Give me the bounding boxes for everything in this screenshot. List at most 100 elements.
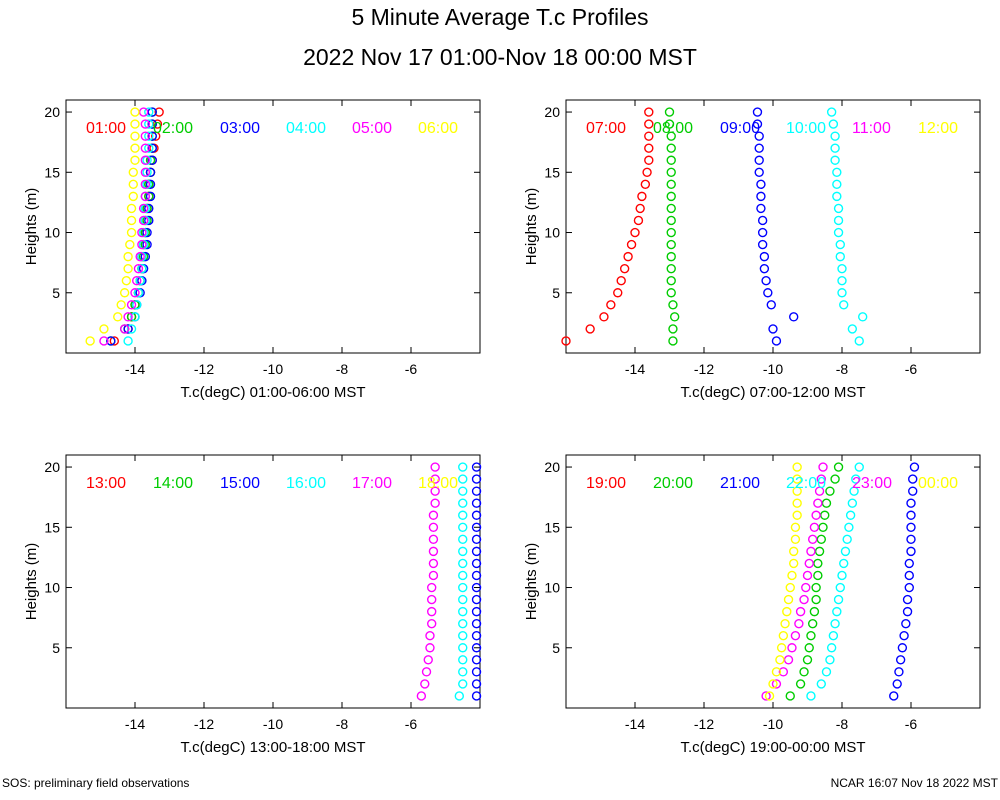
chart-subtitle: 2022 Nov 17 01:00-Nov 18 00:00 MST	[303, 44, 697, 70]
data-point-1000	[826, 107, 837, 117]
data-point-1000	[835, 251, 845, 262]
data-point-2200	[840, 546, 851, 557]
data-point-2100	[906, 546, 916, 557]
data-point-0600	[123, 251, 133, 262]
data-point-1600	[458, 510, 468, 520]
x-axis-label: T.c(degC) 01:00-06:00 MST	[180, 384, 365, 401]
data-point-0700	[633, 215, 644, 226]
data-point-1000	[832, 179, 842, 190]
data-point-1500	[471, 510, 482, 520]
x-tick-label: -8	[836, 361, 849, 377]
data-point-1700	[430, 486, 440, 496]
legend-label: 05:00	[352, 120, 392, 137]
data-point-0900	[756, 203, 766, 214]
data-point-0300	[147, 131, 157, 141]
data-point-2300	[806, 546, 816, 557]
data-point-0800	[666, 131, 676, 141]
data-point-1600	[458, 570, 468, 581]
data-point-0300	[142, 239, 152, 250]
data-point-2100	[906, 498, 916, 508]
data-point-0000	[778, 631, 789, 641]
data-point-0800	[666, 179, 676, 190]
data-point-2200	[842, 534, 852, 545]
x-tick-label: -8	[836, 716, 849, 732]
data-point-1500	[471, 643, 482, 653]
data-point-2300	[802, 570, 813, 581]
data-point-0900	[759, 263, 770, 274]
data-point-2300	[811, 510, 821, 520]
data-point-0700	[616, 276, 626, 286]
data-point-2300	[816, 474, 826, 484]
data-point-2100	[906, 510, 916, 520]
data-point-0000	[768, 679, 778, 689]
legend-label: 22:00	[786, 475, 826, 492]
data-point-0900	[752, 119, 763, 129]
y-tick-label: 15	[44, 164, 60, 180]
y-tick-label: 10	[44, 225, 60, 241]
data-points	[416, 462, 482, 701]
data-point-2000	[806, 631, 816, 641]
data-point-0500	[140, 131, 151, 141]
data-point-1000	[830, 143, 840, 153]
data-point-1500	[471, 534, 482, 545]
data-point-0000	[792, 474, 802, 484]
plot-frame	[65, 454, 481, 709]
data-point-1700	[423, 655, 433, 665]
legend-label: 18:00	[418, 475, 458, 492]
data-point-1700	[428, 522, 439, 532]
data-point-0600	[128, 179, 138, 190]
data-point-2100	[904, 582, 914, 593]
data-point-2100	[906, 522, 916, 532]
data-point-2100	[895, 655, 906, 665]
data-point-0900	[757, 215, 768, 226]
data-point-0500	[123, 312, 133, 322]
y-tick-label: 5	[52, 285, 60, 301]
data-points	[85, 107, 164, 346]
data-point-1700	[427, 606, 437, 617]
data-point-0700	[644, 155, 654, 165]
data-point-2100	[904, 570, 914, 581]
data-point-2200	[833, 594, 844, 605]
data-point-0600	[99, 324, 109, 334]
data-point-1600	[458, 534, 468, 545]
data-point-1000	[833, 227, 844, 238]
data-point-1500	[471, 679, 482, 689]
data-point-1600	[458, 558, 468, 569]
data-point-0600	[125, 239, 135, 250]
data-point-1500	[471, 691, 482, 701]
data-point-0000	[776, 643, 787, 653]
legend-label: 20:00	[653, 475, 693, 492]
y-axis-label: Heights (m)	[23, 543, 40, 621]
data-point-1500	[471, 655, 482, 665]
data-point-1500	[471, 522, 482, 532]
data-point-0800	[666, 276, 676, 286]
data-point-1700	[425, 643, 435, 653]
data-point-0800	[668, 324, 678, 334]
data-point-0700	[585, 324, 595, 334]
data-point-1600	[458, 667, 468, 677]
data-point-2300	[807, 534, 818, 545]
data-point-1600	[458, 631, 468, 641]
data-point-0500	[140, 179, 151, 190]
data-point-0600	[126, 215, 137, 226]
data-point-1500	[471, 558, 482, 569]
chart-panel-4: -14 -12 -10 -8 -6 5 10 15 20 T.c(degC) 19:00-00:0…	[523, 454, 981, 756]
data-point-0500	[138, 203, 149, 214]
data-point-0500	[133, 263, 144, 274]
data-point-0800	[666, 203, 676, 214]
data-point-1500	[471, 474, 482, 484]
data-point-1700	[428, 510, 439, 520]
chart-panel-2: -14 -12 -10 -8 -6 5 10 15 20 T.c(degC) 07:00-12:0…	[523, 99, 981, 401]
x-tick-label: -14	[625, 361, 645, 377]
data-point-1000	[832, 191, 842, 202]
data-point-0300	[145, 179, 156, 190]
data-point-0700	[644, 143, 654, 153]
legend-label: 09:00	[720, 120, 760, 137]
data-point-2300	[794, 618, 804, 629]
data-point-0900	[754, 167, 764, 177]
data-point-1600	[458, 594, 468, 605]
data-point-2000	[802, 655, 813, 665]
data-point-1600	[458, 462, 468, 472]
data-point-0300	[145, 191, 156, 202]
y-axis-label: Heights (m)	[523, 543, 540, 621]
